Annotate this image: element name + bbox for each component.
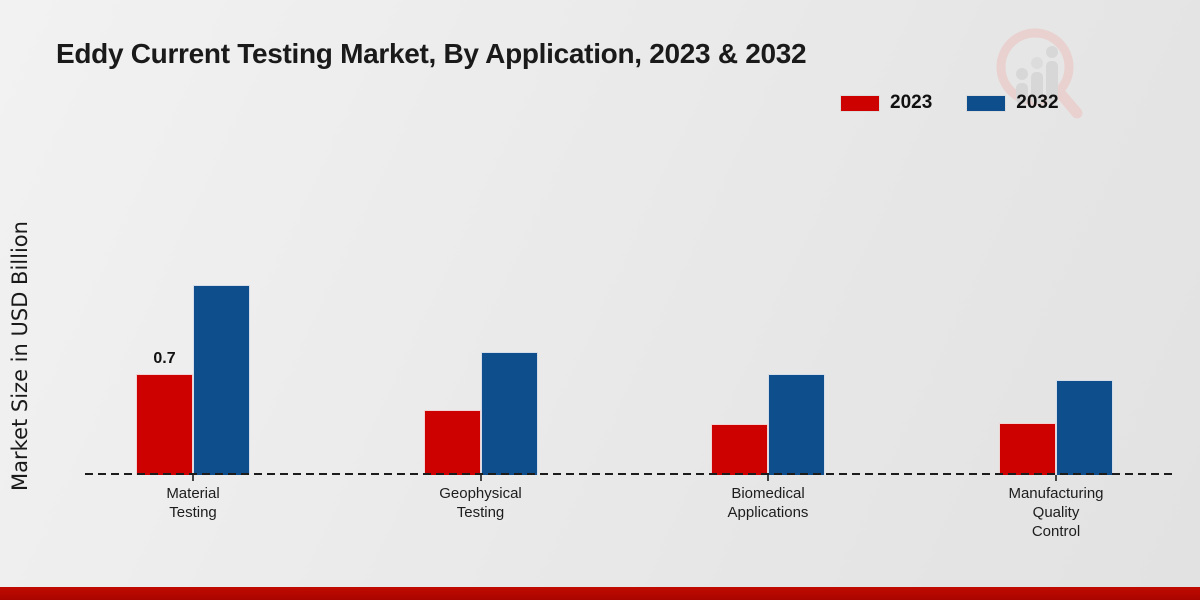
footer-accent-strip	[0, 587, 1200, 600]
bar-2023-geophysical-testing	[423, 410, 481, 475]
legend-item-2032: 2032	[966, 92, 1059, 114]
bar-2032-biomedical-applications	[768, 374, 825, 475]
legend-item-2023: 2023	[840, 92, 932, 114]
category-label: Manufacturing Quality Control	[1008, 485, 1104, 540]
bar-2023-biomedical-applications	[711, 424, 768, 475]
x-axis-tick	[192, 475, 194, 481]
x-axis-tick	[1055, 475, 1057, 481]
category-label: Geophysical Testing	[439, 485, 522, 521]
legend-swatch-2032	[966, 94, 1007, 112]
x-axis-tick	[767, 475, 769, 481]
bar-2023-material-testing	[136, 374, 193, 475]
x-axis-dashed-baseline	[85, 473, 1175, 475]
legend-label: 2032	[1016, 92, 1059, 113]
market-research-watermark-logo	[996, 28, 1083, 119]
chart-title: Eddy Current Testing Market, By Applicat…	[56, 38, 807, 69]
legend-swatch-2023	[840, 94, 880, 112]
bar-2032-geophysical-testing	[480, 352, 538, 475]
legend-label: 2023	[890, 92, 933, 113]
bar-2032-manufacturing-quality-control	[1056, 380, 1113, 475]
category-label: Biomedical Applications	[727, 485, 809, 521]
bar-value-label: 0.7	[153, 349, 176, 367]
x-axis-tick	[479, 475, 482, 481]
bar-2023-manufacturing-quality-control	[999, 423, 1056, 475]
legend: 2023 2032	[840, 92, 1059, 114]
category-label: Material Testing	[166, 485, 220, 521]
bar-2032-material-testing	[193, 285, 250, 475]
